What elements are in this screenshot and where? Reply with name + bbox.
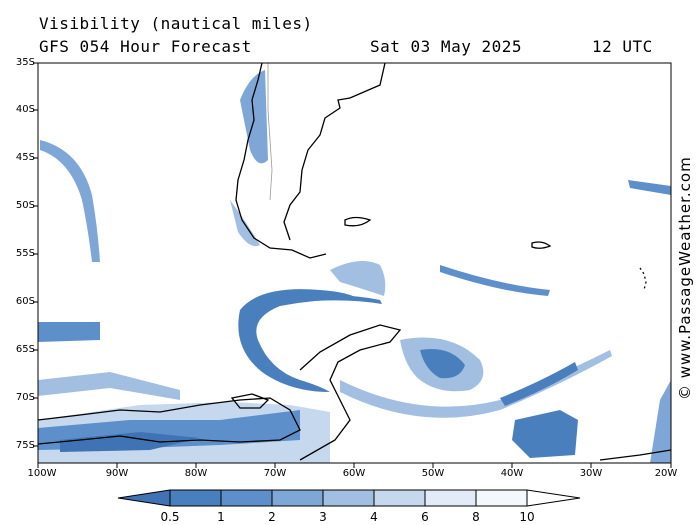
forecast-date: Sat 03 May 2025 (370, 37, 522, 56)
fog-streak-northeast (628, 180, 671, 195)
lon-label: 60W (342, 468, 366, 479)
visibility-field (38, 70, 671, 463)
fog-patch-scotia (330, 261, 386, 296)
fog-streak-atlantic (440, 265, 550, 296)
colorbar-swatch-3 (221, 490, 272, 506)
fog-patagonia-coast (230, 200, 260, 247)
lon-label: 20W (654, 468, 678, 479)
colorbar-swatch-8 (476, 490, 527, 506)
credit-watermark: © www.PassageWeather.com (676, 156, 694, 400)
lon-label: 70W (263, 468, 287, 479)
coastline-south-georgia (531, 241, 552, 249)
colorbar-swatch-2 (170, 490, 221, 506)
fog-core-dense (60, 432, 200, 452)
colorbar-tick-label: 3 (319, 510, 327, 524)
colorbar-swatch-4 (272, 490, 323, 506)
colorbar-tick-label: 10 (519, 510, 535, 524)
lat-label: 55S (15, 248, 35, 259)
colorbar-swatch-5 (323, 490, 374, 506)
fog-arc-core (500, 362, 578, 406)
colorbar-swatch-7 (425, 490, 476, 506)
colorbar-tick-label: 8 (472, 510, 480, 524)
forecast-label: GFS 054 Hour Forecast (39, 37, 252, 56)
lat-label: 60S (15, 296, 35, 307)
coastline-east-antarctica (599, 449, 671, 461)
colorbar-tick-label: 6 (421, 510, 429, 524)
coastline-chile (235, 63, 327, 259)
colorbar-tick-label: 1 (217, 510, 225, 524)
axis-ticks (33, 62, 672, 468)
coastline-falklands (344, 216, 372, 227)
colorbar-tick-label: 0.5 (160, 510, 180, 524)
fog-streak-drake (300, 295, 382, 304)
forecast-time: 12 UTC (592, 37, 653, 56)
lon-label: 80W (184, 468, 208, 479)
lon-label: 30W (579, 468, 603, 479)
colorbar-tick-label: 4 (370, 510, 378, 524)
colorbar-swatch-1 (118, 490, 170, 506)
lat-label: 75S (15, 440, 35, 451)
fog-patch-east (512, 410, 578, 458)
fog-band-west (40, 140, 100, 262)
border-chile-argentina (267, 63, 273, 201)
coastline-alexander-island (230, 393, 270, 409)
coastline-south-sandwich (639, 267, 647, 291)
lon-label: 90W (105, 468, 129, 479)
fog-swirl-drake (238, 289, 360, 392)
lat-label: 40S (15, 104, 35, 115)
fog-patch-southeast (650, 380, 671, 463)
lat-label: 45S (15, 152, 35, 163)
colorbar-tick-label: 2 (268, 510, 276, 524)
lat-label: 50S (15, 200, 35, 211)
colorbar-swatch-6 (374, 490, 425, 506)
lon-label: 50W (421, 468, 445, 479)
lat-label: 70S (15, 392, 35, 403)
colorbar (117, 489, 581, 507)
lon-label: 40W (500, 468, 524, 479)
map-title: Visibility (nautical miles) (39, 14, 313, 33)
colorbar-swatch-9 (527, 490, 580, 506)
fog-patch-west (38, 322, 100, 342)
coastline-antarctic-peninsula (299, 324, 402, 461)
lat-label: 65S (15, 344, 35, 355)
coastline-argentina (283, 63, 386, 241)
coastline-west-antarctica (38, 397, 301, 445)
fog-arc-weddell (340, 350, 612, 418)
fog-swirl-core (420, 349, 465, 379)
lat-label: 35S (15, 57, 35, 68)
lon-label: 100W (27, 468, 57, 479)
coastlines (38, 63, 671, 461)
fog-band-southwest (38, 372, 180, 400)
